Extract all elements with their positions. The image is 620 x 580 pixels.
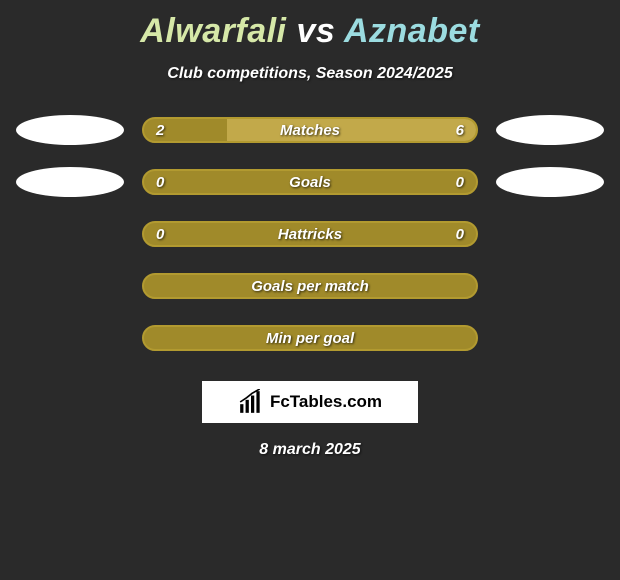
stat-label: Goals per match <box>251 278 369 295</box>
stats-container: 2 Matches 6 0 Goals 0 0 Hattricks 0 G <box>0 115 620 353</box>
stat-bar-gpm: Goals per match <box>142 273 478 299</box>
stat-right-value: 0 <box>456 226 464 243</box>
page-title: Alwarfali vs Aznabet <box>0 0 620 51</box>
fctables-logo[interactable]: FcTables.com <box>202 381 418 423</box>
date-text: 8 march 2025 <box>0 441 620 459</box>
stat-row: Min per goal <box>0 323 620 353</box>
team1-name: Alwarfali <box>140 12 286 50</box>
chart-icon <box>238 389 264 415</box>
stat-row: 2 Matches 6 <box>0 115 620 145</box>
stat-bar-mpg: Min per goal <box>142 325 478 351</box>
stat-bar-hattricks: 0 Hattricks 0 <box>142 221 478 247</box>
stat-row: 0 Goals 0 <box>0 167 620 197</box>
stat-left-value: 0 <box>156 226 164 243</box>
stat-bar-matches: 2 Matches 6 <box>142 117 478 143</box>
stat-row: 0 Hattricks 0 <box>0 219 620 249</box>
logo-text: FcTables.com <box>270 392 382 412</box>
team2-oval <box>496 167 604 197</box>
vs-text: vs <box>296 12 335 50</box>
stat-right-value: 6 <box>456 122 464 139</box>
stat-left-value: 2 <box>156 122 164 139</box>
team1-oval <box>16 115 124 145</box>
team2-name: Aznabet <box>344 12 480 50</box>
stat-row: Goals per match <box>0 271 620 301</box>
stat-label: Min per goal <box>266 330 354 347</box>
subtitle: Club competitions, Season 2024/2025 <box>0 65 620 83</box>
stat-left-value: 0 <box>156 174 164 191</box>
team1-oval <box>16 167 124 197</box>
stat-right-value: 0 <box>456 174 464 191</box>
stat-bar-goals: 0 Goals 0 <box>142 169 478 195</box>
bar-fill <box>227 119 476 141</box>
stat-label: Hattricks <box>278 226 342 243</box>
stat-label: Goals <box>289 174 331 191</box>
stat-label: Matches <box>280 122 340 139</box>
team2-oval <box>496 115 604 145</box>
